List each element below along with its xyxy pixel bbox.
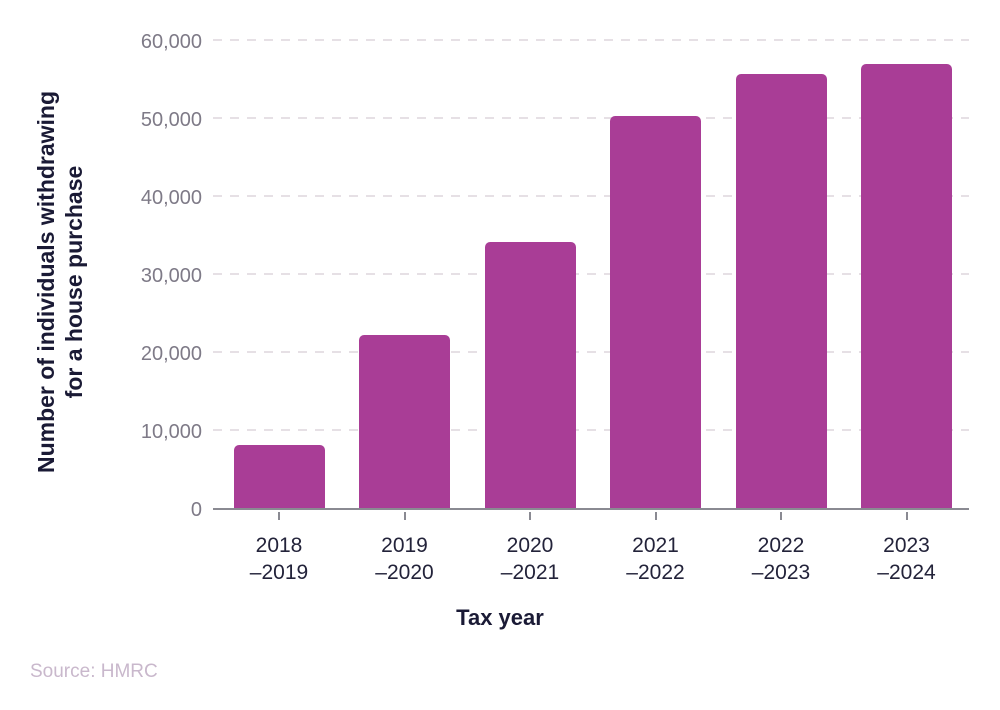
- gridline-60000: [213, 39, 969, 41]
- bar-2023-2024: [861, 64, 952, 508]
- y-tick-label-0: 0: [190, 499, 202, 521]
- x-tick-label-2: 2019 –2020: [375, 534, 434, 584]
- bar-2019-2020: [359, 335, 450, 508]
- gridline-50000: [213, 117, 969, 119]
- x-tick-label-3: 2020 –2021: [500, 534, 560, 584]
- bar-2018-2019: [233, 445, 325, 508]
- x-tick-mark-4: [654, 512, 657, 520]
- x-tick-mark-5: [780, 512, 782, 520]
- y-axis-title: Number of individuals withdrawing for a …: [33, 90, 87, 474]
- y-tick-label-30000: 30,000: [140, 265, 202, 287]
- x-tick-label-6: 2023 –2024: [877, 534, 936, 584]
- x-tick-mark-1: [278, 512, 280, 520]
- bar-2020-2021: [484, 242, 576, 508]
- gridline-20000: [213, 351, 969, 353]
- x-tick-label-5: 2022 –2023: [751, 534, 811, 584]
- x-tick-mark-2: [403, 512, 406, 520]
- y-tick-label-20000: 20,000: [140, 343, 202, 365]
- bar-2021-2022: [610, 116, 701, 508]
- gridline-40000: [213, 195, 969, 197]
- bar-2022-2023: [735, 74, 827, 508]
- y-tick-label-10000: 10,000: [140, 421, 202, 443]
- y-tick-label-60000: 60,000: [140, 31, 202, 53]
- y-tick-label-50000: 50,000: [140, 109, 202, 131]
- plot-area: [213, 39, 969, 510]
- x-tick-label-1: 2018 –2019: [249, 534, 309, 584]
- x-axis-title: Tax year: [456, 605, 544, 630]
- gridline-10000: [213, 429, 969, 431]
- y-tick-label-40000: 40,000: [140, 187, 202, 209]
- x-tick-label-4: 2021 –2022: [626, 534, 685, 584]
- x-tick-mark-3: [529, 512, 531, 520]
- source-note: Source: HMRC: [30, 661, 158, 682]
- gridline-30000: [213, 273, 969, 275]
- x-tick-mark-6: [905, 512, 908, 520]
